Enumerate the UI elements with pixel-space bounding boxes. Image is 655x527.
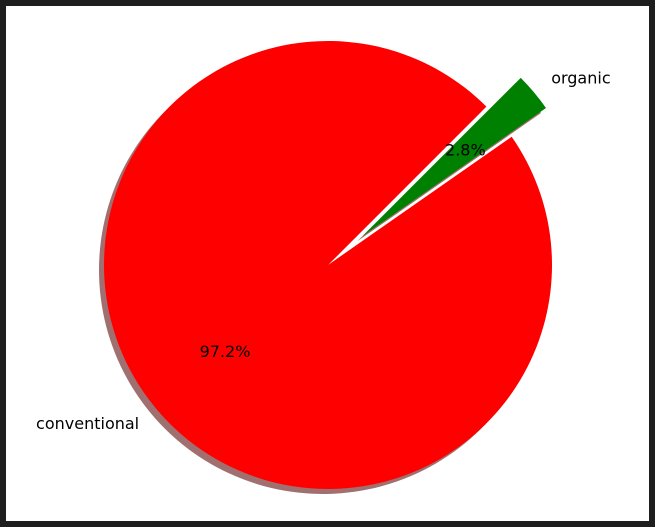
pie-slices (104, 41, 553, 490)
pct-label-conventional: 97.2% (200, 342, 251, 361)
pie-slice-organic (362, 77, 547, 237)
pct-label-organic: 2.8% (445, 140, 486, 159)
category-label-conventional: conventional (36, 414, 139, 433)
category-label-organic: organic (551, 68, 610, 87)
pie-slice-conventional (104, 41, 553, 490)
pie-labels: 97.2% conventional 2.8% organic (36, 68, 611, 432)
